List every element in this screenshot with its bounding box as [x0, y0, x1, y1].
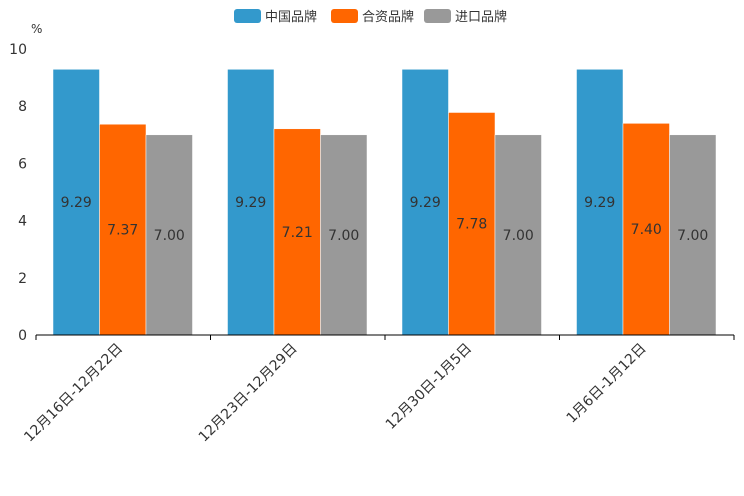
- x-tick-label: 12月30日-1月5日: [383, 341, 475, 433]
- legend-label: 合资品牌: [362, 9, 414, 25]
- bar: [401, 69, 449, 336]
- y-tick-label: 10: [9, 42, 27, 58]
- bar: [99, 123, 147, 336]
- data-label: 9.29: [584, 195, 615, 211]
- data-label: 7.78: [456, 217, 487, 233]
- bar: [622, 123, 670, 336]
- data-label: 7.00: [503, 228, 534, 244]
- legend-swatch: [424, 9, 451, 23]
- y-tick-label: 2: [18, 271, 27, 287]
- bar: [320, 134, 368, 336]
- bar: [494, 134, 542, 336]
- legend: 中国品牌 合资品牌 进口品牌: [234, 9, 507, 25]
- x-axis: 12月16日-12月22日 12月23日-12月29日 12月30日-1月5日 1月6…: [21, 334, 735, 446]
- data-label: 7.37: [107, 223, 138, 239]
- data-label: 7.00: [154, 228, 185, 244]
- bars: 9.29 9.29 9.29 9.29 7.37 7.21 7.78 7.40 7.00 7.00…: [52, 69, 717, 336]
- legend-swatch: [331, 9, 358, 23]
- x-tick-label: 12月23日-12月29日: [196, 341, 301, 446]
- bar: [669, 134, 717, 336]
- bar: [52, 69, 100, 336]
- x-tick-label: 1月6日-1月12日: [564, 341, 650, 427]
- legend-label: 进口品牌: [455, 9, 507, 25]
- bar: [448, 112, 496, 336]
- legend-item[interactable]: 合资品牌: [331, 9, 414, 25]
- y-axis: 0 2 4 6 8 10: [9, 42, 27, 344]
- data-label: 9.29: [61, 195, 92, 211]
- bar: [227, 69, 275, 336]
- data-label: 9.29: [410, 195, 441, 211]
- legend-label: 中国品牌: [265, 9, 317, 25]
- bar: [273, 128, 321, 336]
- legend-item[interactable]: 进口品牌: [424, 9, 507, 25]
- bar: [576, 69, 624, 336]
- y-tick-label: 0: [18, 328, 27, 344]
- y-tick-label: 8: [18, 99, 27, 115]
- y-tick-label: 6: [18, 156, 27, 172]
- data-label: 9.29: [235, 195, 266, 211]
- legend-item[interactable]: 中国品牌: [234, 9, 317, 25]
- y-axis-unit-label: %: [31, 22, 42, 36]
- x-tick-label: 12月16日-12月22日: [21, 341, 126, 446]
- legend-swatch: [234, 9, 261, 23]
- data-label: 7.40: [631, 222, 662, 238]
- data-label: 7.00: [677, 228, 708, 244]
- data-label: 7.00: [328, 228, 359, 244]
- data-label: 7.21: [282, 225, 313, 241]
- y-tick-label: 4: [18, 214, 27, 230]
